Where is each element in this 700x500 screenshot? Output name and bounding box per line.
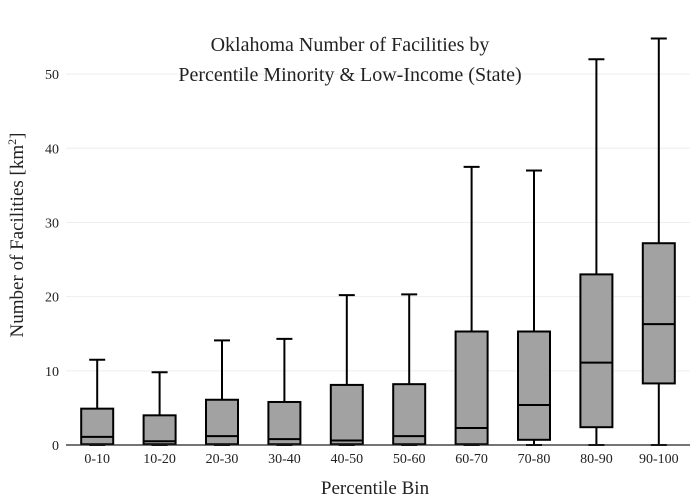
y-axis-title-main: Number of Facilities [km bbox=[7, 145, 28, 338]
x-tick-labels: 0-10 10-20 20-30 30-40 40-50 50-60 60-70 70-80 8… bbox=[84, 452, 678, 467]
iqr-box bbox=[454, 330, 489, 446]
x-tick-label: 70-80 bbox=[518, 452, 551, 467]
y-tick-label: 40 bbox=[45, 142, 59, 157]
box-60-70 bbox=[454, 165, 489, 446]
y-tick-labels: 0 10 20 30 40 50 bbox=[45, 68, 59, 454]
chart-title-line-1: Oklahoma Number of Facilities by bbox=[211, 34, 490, 56]
y-tick-label: 0 bbox=[52, 439, 59, 454]
box-50-60 bbox=[392, 293, 427, 446]
y-tick-label: 30 bbox=[45, 216, 59, 231]
chart-title-line-2: Percentile Minority & Low-Income (State) bbox=[178, 64, 521, 86]
y-axis-title-superscript: 2 bbox=[5, 139, 19, 145]
x-tick-label: 90-100 bbox=[639, 452, 679, 467]
x-tick-label: 0-10 bbox=[84, 452, 110, 467]
x-axis-title: Percentile Bin bbox=[321, 478, 430, 499]
x-tick-label: 10-20 bbox=[143, 452, 176, 467]
x-tick-label: 40-50 bbox=[330, 452, 363, 467]
iqr-box bbox=[641, 242, 676, 385]
iqr-box bbox=[392, 383, 427, 446]
x-tick-label: 30-40 bbox=[268, 452, 301, 467]
box-70-80 bbox=[517, 169, 551, 446]
box-40-50 bbox=[329, 294, 364, 446]
x-tick-label: 50-60 bbox=[393, 452, 426, 467]
x-tick-label: 80-90 bbox=[580, 452, 613, 467]
y-tick-label: 50 bbox=[45, 68, 59, 83]
y-axis-title: Number of Facilities [km2] bbox=[5, 133, 28, 338]
iqr-box bbox=[205, 398, 239, 446]
box-10-20 bbox=[142, 371, 177, 446]
box-90-100 bbox=[641, 37, 676, 446]
iqr-box bbox=[80, 407, 115, 446]
iqr-box bbox=[142, 414, 177, 446]
y-tick-label: 10 bbox=[45, 365, 59, 380]
box-80-90 bbox=[579, 58, 614, 446]
x-tick-label: 20-30 bbox=[206, 452, 239, 467]
box-0-10 bbox=[80, 358, 115, 446]
iqr-box bbox=[267, 400, 302, 446]
y-tick-label: 20 bbox=[45, 291, 59, 306]
box-30-40 bbox=[267, 337, 302, 446]
iqr-box bbox=[579, 273, 614, 429]
iqr-box bbox=[329, 383, 364, 446]
x-tick-label: 60-70 bbox=[455, 452, 488, 467]
boxes bbox=[80, 37, 676, 446]
iqr-box bbox=[517, 330, 551, 441]
box-20-30 bbox=[205, 339, 239, 446]
y-axis-title-end: ] bbox=[7, 133, 28, 139]
